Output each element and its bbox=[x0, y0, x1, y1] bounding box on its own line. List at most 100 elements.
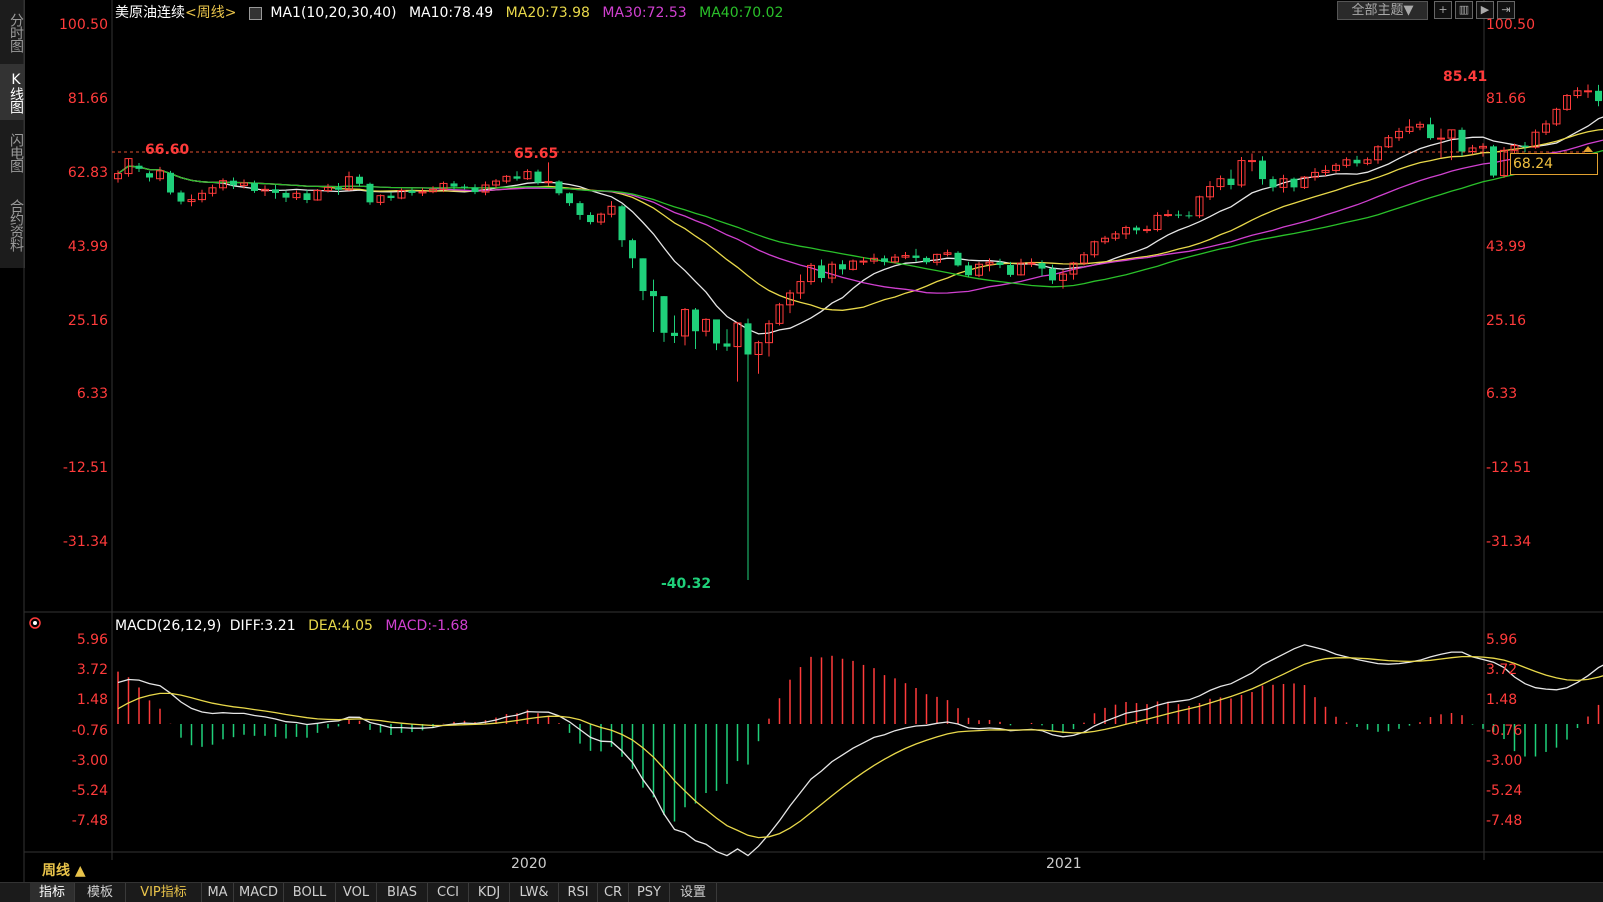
candle-body bbox=[356, 177, 363, 184]
candle-body bbox=[650, 291, 657, 296]
tab-boll[interactable]: BOLL bbox=[284, 883, 336, 902]
instrument-name: 美原油连续 bbox=[115, 5, 185, 21]
tab-cci[interactable]: CCI bbox=[428, 883, 469, 902]
candle-body bbox=[1490, 146, 1497, 175]
macd-tick-right: -7.48 bbox=[1486, 813, 1586, 829]
candle-body bbox=[514, 176, 521, 178]
price-tick-left: 43.99 bbox=[0, 239, 108, 255]
candle-body bbox=[535, 172, 542, 183]
candle-body bbox=[335, 187, 342, 189]
ma-group-label: MA1(10,20,30,40) bbox=[270, 5, 396, 21]
tab-rsi[interactable]: RSI bbox=[559, 883, 598, 902]
price-tick-left: -12.51 bbox=[0, 460, 108, 476]
ma10-line bbox=[118, 113, 1603, 334]
candle-body bbox=[1007, 265, 1014, 275]
candle-body bbox=[955, 253, 962, 266]
price-tick-left: 25.16 bbox=[0, 313, 108, 329]
ma20-label: MA20:73.98 bbox=[506, 5, 590, 21]
tab-templates[interactable]: 模板 bbox=[75, 883, 126, 902]
tab-vol[interactable]: VOL bbox=[336, 883, 377, 902]
candle-body bbox=[1595, 91, 1602, 101]
candle-body bbox=[1175, 215, 1182, 216]
indicator-toggle-icon[interactable] bbox=[249, 7, 262, 20]
candle-body bbox=[640, 258, 647, 291]
candlestick-series bbox=[115, 84, 1603, 580]
diff-line bbox=[118, 645, 1603, 856]
macd-tick-left: 5.96 bbox=[0, 632, 108, 648]
macd-title: MACD(26,12,9) bbox=[115, 618, 221, 634]
macd-tick-right: 3.72 bbox=[1486, 662, 1586, 678]
macd-tick-right: 5.96 bbox=[1486, 632, 1586, 648]
price-tick-right: 25.16 bbox=[1486, 313, 1586, 329]
moving-average-lines bbox=[118, 113, 1603, 334]
candle-body bbox=[304, 193, 311, 200]
macd-value-label: MACD:-1.68 bbox=[385, 618, 468, 634]
price-tick-right: 81.66 bbox=[1486, 91, 1586, 107]
candle-body bbox=[136, 166, 143, 169]
tab-settings[interactable]: 设置 bbox=[670, 883, 717, 902]
bottom-indicator-bar: 指标 模板 VIP指标 MA MACD BOLL VOL BIAS CCI KD… bbox=[0, 882, 1603, 902]
tab-macd[interactable]: MACD bbox=[234, 883, 284, 902]
ma10-label: MA10:78.49 bbox=[409, 5, 493, 21]
layout-icon[interactable]: ▥ bbox=[1455, 1, 1473, 19]
candle-body bbox=[629, 240, 636, 258]
candle-body bbox=[1438, 138, 1445, 139]
candle-body bbox=[251, 183, 258, 191]
macd-tick-left: -3.00 bbox=[0, 753, 108, 769]
tab-indicators[interactable]: 指标 bbox=[30, 883, 75, 902]
candle-body bbox=[409, 191, 416, 193]
period-selector[interactable]: 周线 ▲ bbox=[42, 860, 86, 880]
ma30-line bbox=[118, 137, 1603, 293]
candle-body bbox=[1291, 179, 1298, 188]
price-tick-left: 100.50 bbox=[0, 17, 108, 33]
record-icon-dot bbox=[33, 621, 37, 625]
tab-kdj[interactable]: KDJ bbox=[469, 883, 510, 902]
tab-vip-indicators[interactable]: VIP指标 bbox=[126, 883, 202, 902]
theme-dropdown-button[interactable]: 全部主题▼ bbox=[1337, 1, 1428, 20]
tab-lwr[interactable]: LW& bbox=[510, 883, 559, 902]
price-tick-right: 6.33 bbox=[1486, 386, 1586, 402]
x-axis-label-2020: 2020 bbox=[511, 856, 547, 872]
x-axis-label-2021: 2021 bbox=[1046, 856, 1082, 872]
candle-body bbox=[965, 265, 972, 275]
candle-body bbox=[1144, 230, 1151, 231]
candle-body bbox=[367, 184, 374, 203]
candle-body bbox=[1249, 161, 1256, 162]
ma40-label: MA40:70.02 bbox=[699, 5, 783, 21]
candle-body bbox=[1459, 130, 1466, 152]
candle-body bbox=[671, 333, 678, 336]
macd-tick-right: -3.00 bbox=[1486, 753, 1586, 769]
macd-tick-left: 3.72 bbox=[0, 662, 108, 678]
candle-body bbox=[388, 196, 395, 198]
candle-body bbox=[745, 323, 752, 354]
candle-body bbox=[1133, 228, 1140, 231]
period-tag: <周线> bbox=[185, 5, 236, 21]
candle-body bbox=[472, 187, 479, 192]
macd-tick-left: -5.24 bbox=[0, 783, 108, 799]
candle-body bbox=[839, 264, 846, 269]
candle-body bbox=[661, 296, 668, 333]
price-tick-left: -31.34 bbox=[0, 534, 108, 550]
macd-tick-left: 1.48 bbox=[0, 692, 108, 708]
ma30-label: MA30:72.53 bbox=[602, 5, 686, 21]
tab-psy[interactable]: PSY bbox=[629, 883, 670, 902]
candle-body bbox=[587, 215, 594, 222]
candle-body bbox=[997, 262, 1004, 265]
tab-bias[interactable]: BIAS bbox=[377, 883, 428, 902]
tab-ma[interactable]: MA bbox=[202, 883, 234, 902]
candle-body bbox=[1049, 269, 1056, 281]
candle-body bbox=[461, 187, 468, 188]
candle-body bbox=[860, 261, 867, 262]
candle-body bbox=[923, 258, 930, 262]
crosshair-icon[interactable]: + bbox=[1434, 1, 1452, 19]
candle-body bbox=[1039, 263, 1046, 269]
price-tick-right: 43.99 bbox=[1486, 239, 1586, 255]
candle-body bbox=[451, 183, 458, 186]
current-price-box: 68.24 bbox=[1510, 153, 1598, 175]
high-label-left: 66.60 bbox=[145, 142, 190, 158]
tab-cr[interactable]: CR bbox=[598, 883, 629, 902]
candle-body bbox=[818, 265, 825, 278]
price-tick-left: 81.66 bbox=[0, 91, 108, 107]
macd-tick-left: -0.76 bbox=[0, 723, 108, 739]
